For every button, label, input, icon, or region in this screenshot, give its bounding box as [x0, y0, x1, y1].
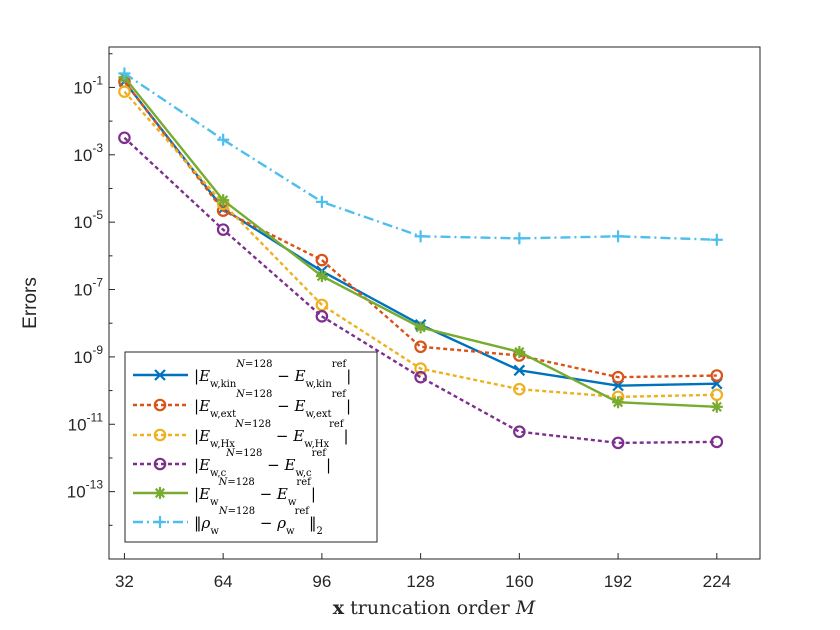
- point-rho-2: [315, 195, 328, 208]
- series-line-c: [123, 136, 717, 445]
- y-tick-label-m1: 10-1: [73, 73, 103, 97]
- y-axis-label: Errors: [20, 277, 41, 329]
- point-c-4: [513, 425, 526, 439]
- point-rho-4: [513, 232, 526, 245]
- legend-marker-kin: [154, 369, 166, 381]
- legend: |Ew,kinN=128 − Ew,kinref| |Ew,extN=128 −…: [124, 351, 378, 543]
- x-tick-label-2: 96: [312, 572, 331, 591]
- x-tick-label-0: 32: [115, 572, 134, 591]
- point-c-0: [118, 131, 131, 145]
- point-hx-6: [710, 388, 724, 402]
- x-tick-label-6: 224: [703, 572, 731, 591]
- legend-marker-rho: [154, 516, 166, 528]
- point-c-2: [315, 310, 329, 323]
- x-tick-label-4: 160: [505, 572, 533, 591]
- x-tick-label-3: 128: [406, 572, 434, 591]
- legend-samples: [133, 369, 188, 528]
- point-ext-5: [611, 370, 625, 384]
- series-line-ext: [123, 80, 717, 379]
- point-rho-0: [118, 67, 131, 80]
- point-hx-0: [118, 85, 131, 98]
- legend-marker-c: [153, 457, 167, 471]
- point-c-5: [611, 436, 625, 450]
- legend-marker-hx: [153, 428, 167, 442]
- plot-frame: [108, 46, 761, 560]
- point-rho-3: [414, 230, 427, 243]
- legend-marker-tot: [154, 487, 166, 499]
- point-tot-2: [315, 270, 328, 283]
- point-ext-2: [315, 253, 329, 267]
- y-tick-label-m13: 10-13: [67, 478, 104, 502]
- point-tot-4: [513, 345, 526, 358]
- point-c-3: [414, 370, 427, 384]
- point-tot-5: [612, 396, 625, 409]
- point-hx-3: [414, 362, 427, 375]
- point-tot-1: [217, 194, 230, 207]
- point-c-6: [710, 435, 724, 449]
- ticks-layer: 32 64 96 128 160 192 224 10-1 10-3 10-5 10-7 10-9 10…: [67, 53, 731, 591]
- point-rho-6: [710, 233, 723, 246]
- x-axis-label: x truncation order M: [333, 597, 536, 619]
- point-ext-3: [414, 340, 427, 354]
- point-tot-3: [414, 321, 427, 334]
- x-tick-label-1: 64: [214, 572, 233, 591]
- legend-box: [124, 351, 378, 543]
- series-layer: [118, 67, 724, 450]
- point-tot-6: [710, 400, 723, 413]
- y-tick-label-m11: 10-11: [68, 410, 104, 434]
- legend-marker-ext: [153, 398, 167, 412]
- y-tick-label-m5: 10-5: [73, 208, 103, 232]
- y-tick-label-m3: 10-3: [73, 141, 103, 165]
- point-kin-4: [513, 364, 526, 377]
- point-rho-5: [612, 230, 625, 243]
- point-hx-4: [513, 382, 526, 396]
- y-tick-label-m9: 10-9: [73, 343, 103, 367]
- x-tick-label-5: 192: [604, 572, 632, 591]
- point-rho-1: [217, 133, 230, 146]
- point-ext-6: [710, 369, 724, 382]
- point-c-1: [216, 223, 230, 236]
- y-tick-label-m7: 10-7: [73, 276, 103, 300]
